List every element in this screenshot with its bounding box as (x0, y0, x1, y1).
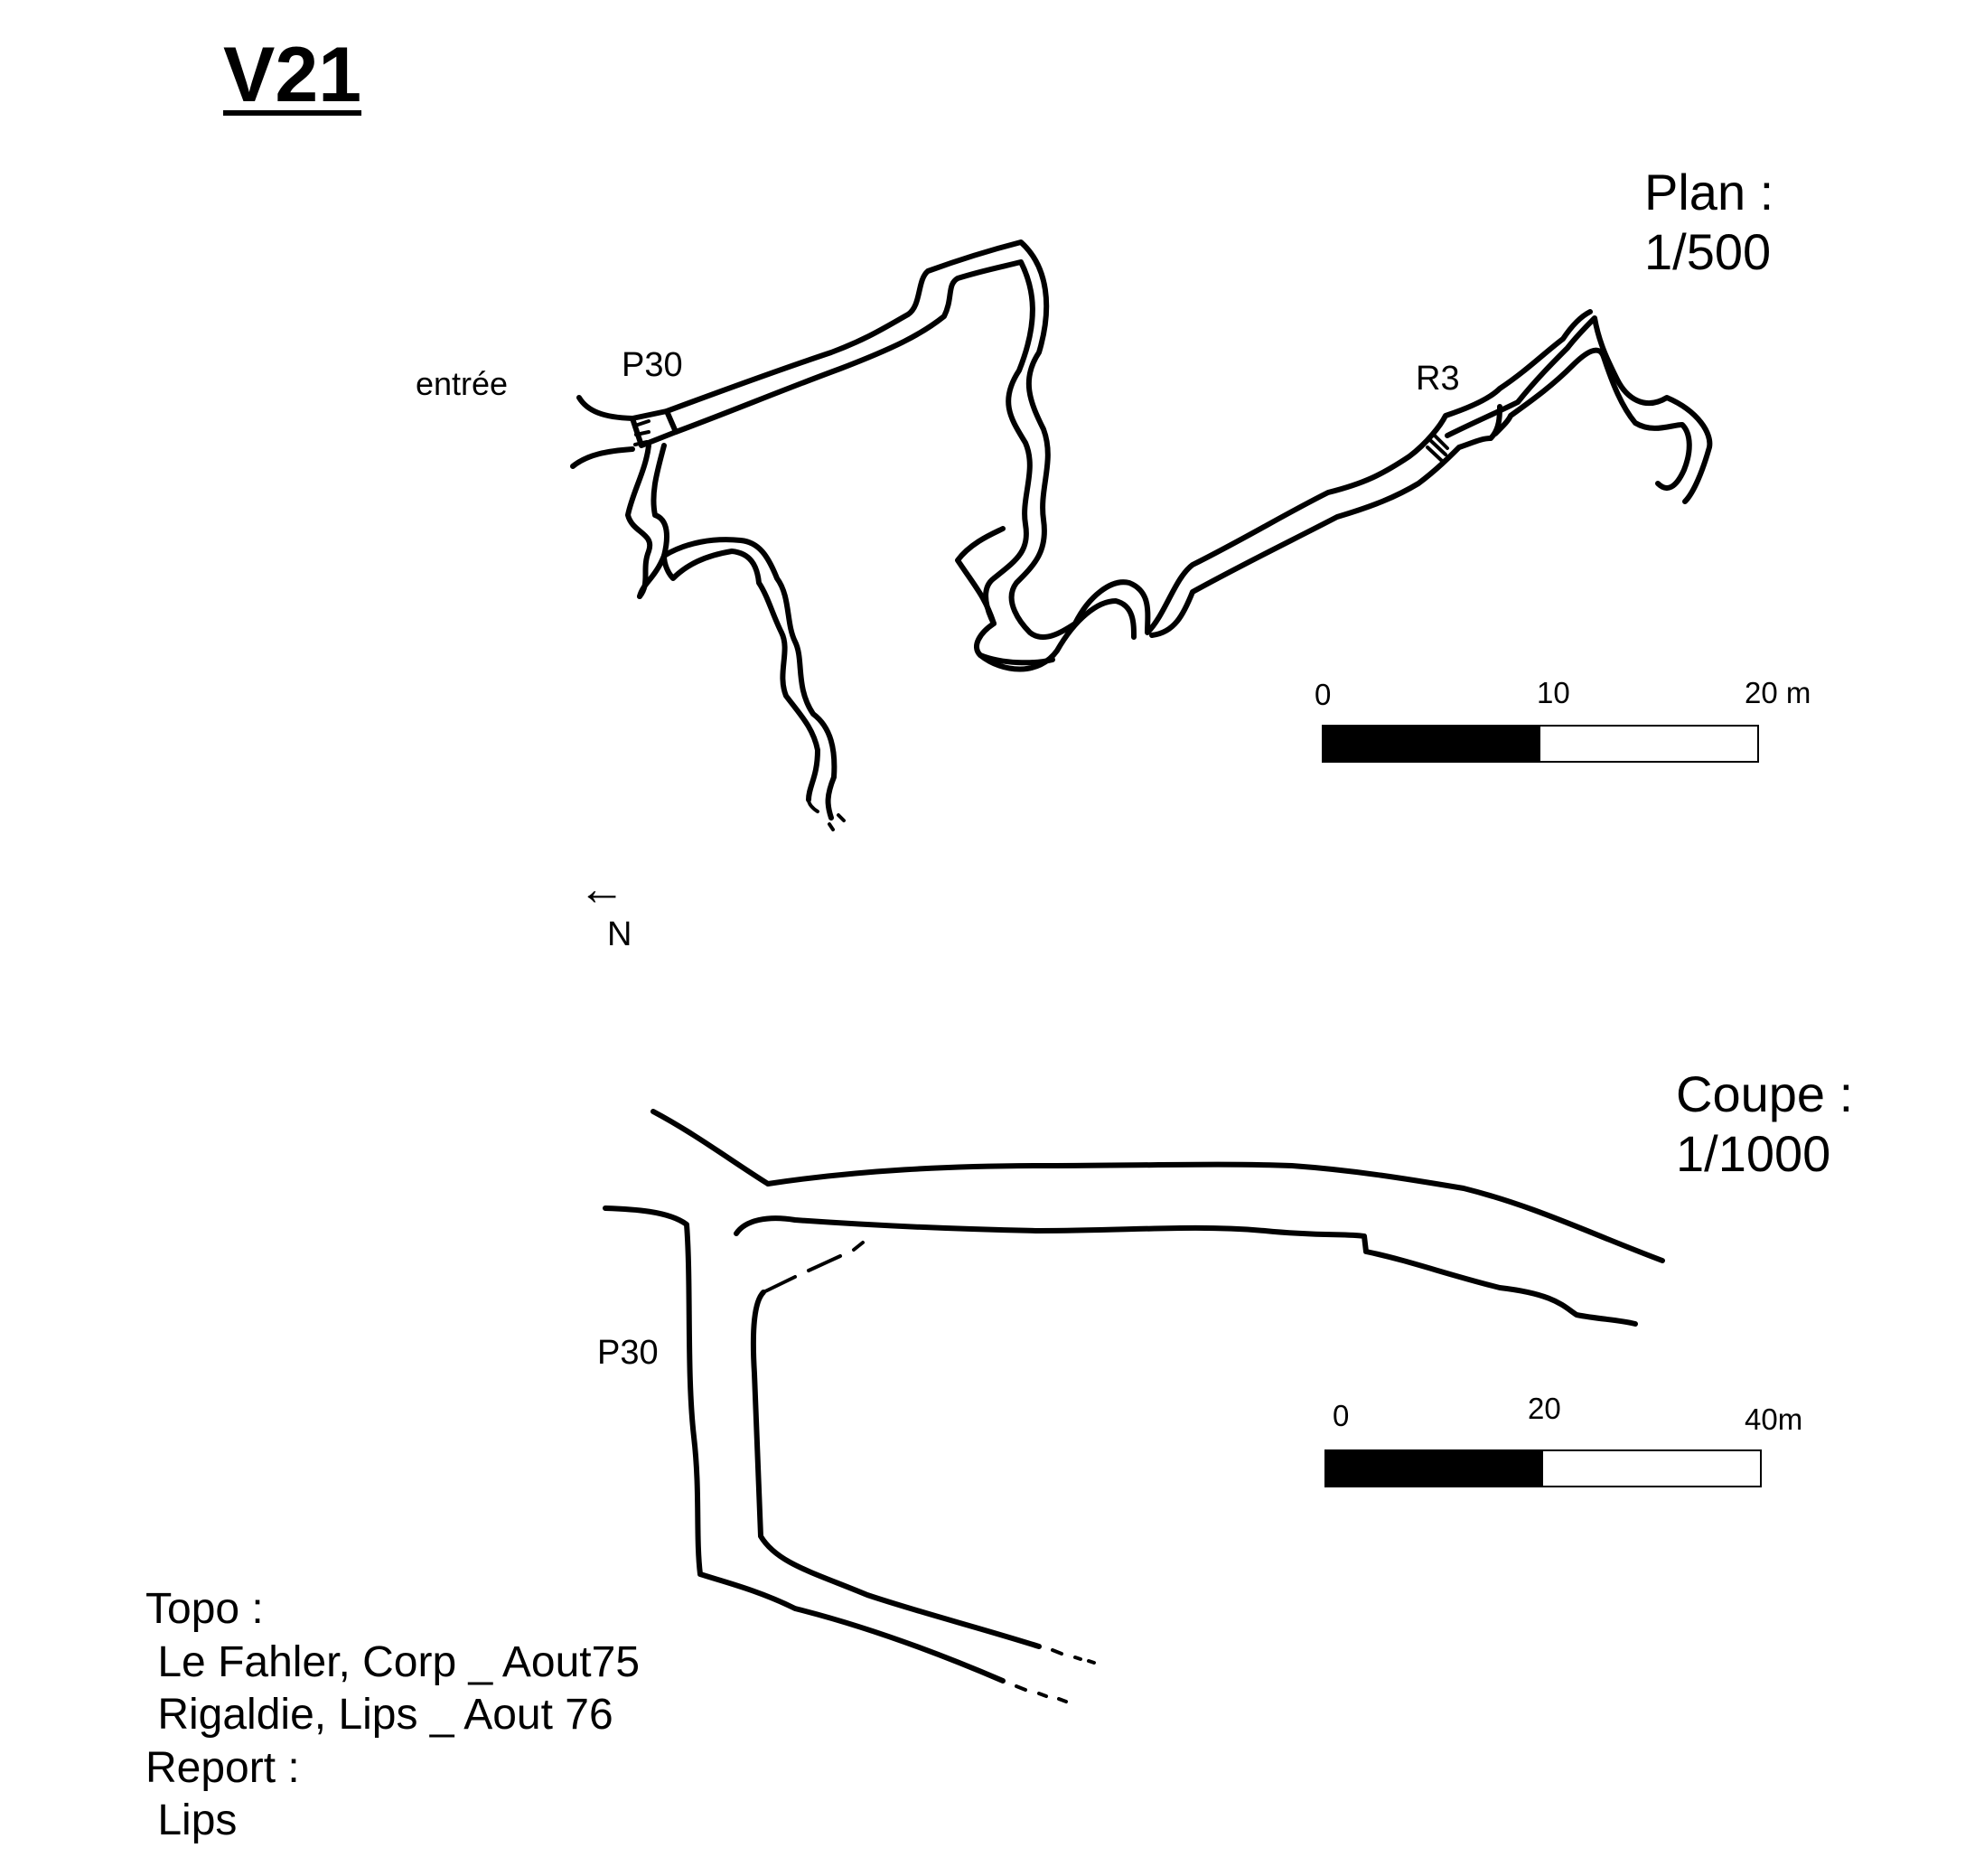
section-scale-tick-0: 0 (1333, 1399, 1350, 1432)
plan-passage-outer-wall (664, 239, 1593, 640)
plan-pit-hatch (633, 419, 650, 446)
plan-south-branch-west (661, 549, 820, 802)
north-arrow-icon: ← (578, 863, 625, 915)
section-scale-label: Coupe : 1/1000 (1676, 1065, 1854, 1183)
section-pit-label: P30 (597, 1334, 659, 1372)
credits-line: Lips (145, 1796, 238, 1845)
plan-far-passage-inner (1493, 347, 1692, 491)
plan-step-label: R3 (1416, 360, 1460, 398)
plan-pit-label: P30 (622, 346, 683, 384)
plan-south-branch-end (807, 798, 846, 831)
plan-passage-inner-wall (673, 259, 1137, 672)
plan-pit-p30-box (630, 408, 678, 448)
section-roof (765, 1161, 1665, 1263)
section-pit-inner-wall (750, 1290, 1042, 1649)
plan-entrance-wall-upper (576, 395, 635, 421)
plan-entrance-label: entrée (416, 365, 509, 402)
plan-far-passage-outer (1445, 315, 1713, 504)
credits-line: Rigaldie, Lips _ Aout 76 (145, 1691, 613, 1740)
section-gallery-floor (734, 1215, 1638, 1327)
plan-passage-lower-wall (955, 526, 1055, 666)
credits-line: Le Fahler, Corp _ Aout75 (145, 1637, 641, 1686)
plan-south-branch-inner (650, 443, 838, 821)
plan-south-branch-outer (625, 443, 653, 599)
plan-scale-bar-filled (1324, 727, 1540, 761)
plan-step-r3 (1426, 434, 1449, 463)
section-scale-tick-1: 20 (1528, 1392, 1561, 1425)
plan-scale-tick-1: 10 (1537, 676, 1570, 709)
plan-entrance-wall-lower (570, 446, 635, 469)
credits-line: Topo : (145, 1585, 264, 1633)
plan-south-branch-join (637, 553, 667, 599)
plan-scale-tick-0: 0 (1315, 678, 1332, 711)
survey-credits: Topo : Le Fahler, Corp _ Aout75 Rigaldie… (145, 1583, 640, 1848)
plan-scale-tick-2: 20 m (1745, 676, 1811, 709)
section-scale-bar-filled (1326, 1451, 1543, 1486)
section-end-dots (1015, 1648, 1096, 1703)
plan-passage-south-wall (1149, 404, 1502, 638)
section-scale-bar-graphic (1324, 1449, 1762, 1487)
credits-line: Report : (145, 1743, 300, 1792)
section-pit-outer-wall (603, 1205, 1006, 1684)
section-surface-slope (650, 1109, 771, 1187)
section-scale-tick-2: 40m (1745, 1402, 1803, 1436)
survey-title: V21 (223, 32, 362, 118)
section-dashed-link (762, 1241, 865, 1294)
plan-scale-label: Plan : 1/500 (1644, 164, 1774, 281)
north-label: N (607, 915, 632, 953)
plan-scale-bar-graphic (1322, 725, 1759, 763)
